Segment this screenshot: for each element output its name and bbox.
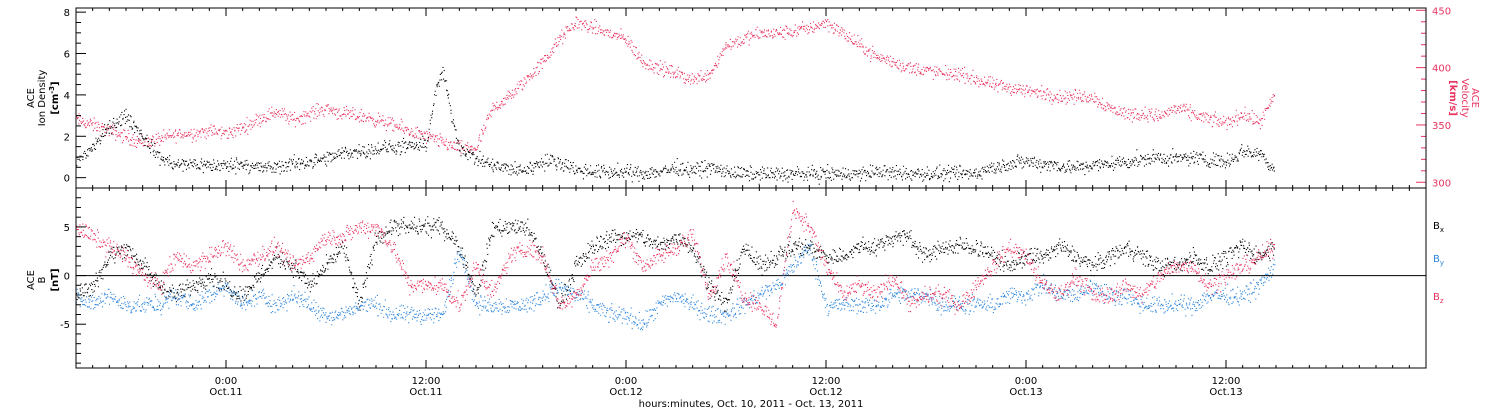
x-tick-time-label: 12:00: [1212, 376, 1241, 387]
density-axis-label-line1: ACE: [26, 88, 37, 108]
velocity-axis-unit: [km/s]: [1447, 80, 1458, 116]
magnetic-field-panel: -5 0 5 ACE B [nT] Bx By Bz: [26, 187, 1444, 369]
x-tick-date-label: Oct.12: [809, 387, 842, 398]
bfield-axis-label-line2: B: [37, 276, 48, 283]
velocity-tick-label: 450: [1432, 6, 1451, 17]
by-series: [76, 243, 1276, 331]
density-points: [76, 66, 1275, 185]
x-tick-time-label: 0:00: [1015, 376, 1037, 387]
density-tick-label: 8: [64, 8, 70, 19]
x-tick-time-label: 0:00: [215, 376, 237, 387]
x-tick-date-label: Oct.11: [209, 387, 242, 398]
legend-bx-base: B: [1433, 221, 1440, 232]
bx-series: [76, 216, 1275, 312]
magnetic-field-panel-data: [76, 200, 1276, 331]
x-tick-time-label: 12:00: [812, 376, 841, 387]
legend-bz-sub: z: [1440, 297, 1444, 305]
velocity-points: [76, 16, 1276, 154]
bfield-axis-unit: [nT]: [50, 268, 61, 291]
velocity-series: [76, 16, 1276, 154]
x-tick-date-label: Oct.13: [1209, 387, 1242, 398]
plasma-panel-ticks: 0 2 4 6 8 300 350 400 450: [64, 6, 1451, 189]
x-tick-time-label: 12:00: [412, 376, 441, 387]
density-axis-unit: [cm-3]: [48, 81, 61, 114]
bfield-tick-label: 0: [64, 272, 70, 283]
bx-points: [76, 216, 1275, 312]
velocity-tick-label: 400: [1432, 64, 1451, 75]
velocity-tick-label: 350: [1432, 121, 1451, 132]
velocity-tick-label: 300: [1432, 178, 1451, 189]
bz-series: [76, 200, 1276, 328]
by-points: [76, 243, 1276, 331]
plasma-panel-data: [76, 16, 1276, 185]
time-axis-title: hours:minutes, Oct. 10, 2011 - Oct. 13, …: [639, 399, 864, 410]
time-axis-tick-labels: 0:00Oct.1112:00Oct.110:00Oct.1212:00Oct.…: [209, 376, 1242, 398]
density-unit-sup: -3: [48, 86, 56, 94]
magnetic-field-panel-frame: [75, 187, 1427, 369]
bz-points: [76, 200, 1276, 328]
legend-by-sub: y: [1440, 259, 1444, 267]
x-tick-date-label: Oct.11: [409, 387, 442, 398]
velocity-axis-label-line1: ACE: [1469, 88, 1480, 108]
density-tick-label: 0: [64, 174, 70, 185]
density-unit-base: [cm: [50, 94, 61, 115]
legend-bx-sub: x: [1440, 226, 1444, 234]
magnetic-field-panel-ticks: -5 0 5: [60, 188, 1427, 368]
legend-by-base: B: [1433, 254, 1440, 265]
x-tick-date-label: Oct.12: [609, 387, 642, 398]
density-tick-label: 6: [64, 50, 70, 61]
bfield-tick-label: -5: [60, 320, 70, 331]
legend-bx: Bx: [1433, 221, 1444, 234]
density-unit-end: ]: [50, 81, 61, 86]
density-axis-label-line2: Ion Density: [37, 70, 48, 127]
density-tick-label: 2: [64, 132, 70, 143]
velocity-axis-label-line2: Velocity: [1459, 78, 1470, 117]
bfield-axis-label-line1: ACE: [26, 270, 37, 290]
bfield-tick-label: 5: [64, 223, 70, 234]
density-series: [76, 66, 1275, 185]
plasma-panel: 0 2 4 6 8 300 350 400 450 ACE Ion Density [cm-3]…: [26, 6, 1480, 189]
legend-by: By: [1433, 254, 1444, 267]
density-tick-label: 4: [64, 91, 70, 102]
legend-bz: Bz: [1433, 292, 1444, 305]
legend-bz-base: B: [1433, 292, 1440, 303]
x-tick-date-label: Oct.13: [1009, 387, 1042, 398]
x-tick-time-label: 0:00: [615, 376, 637, 387]
